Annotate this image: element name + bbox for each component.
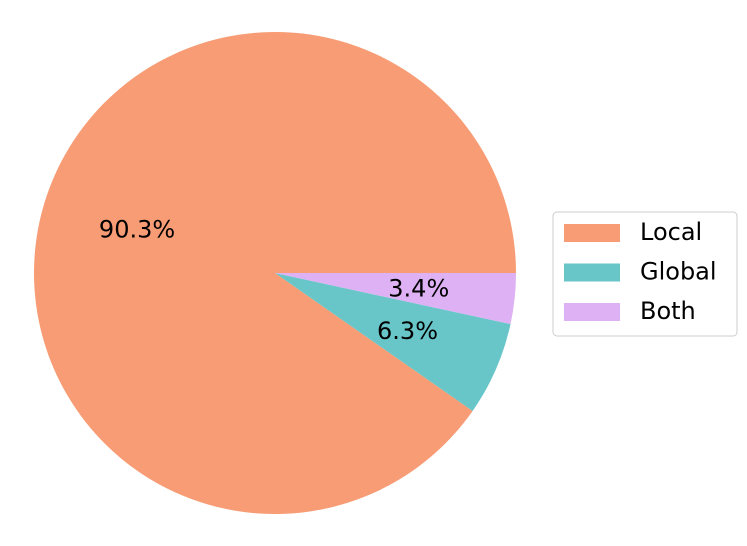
value-label: 90.3% — [99, 216, 175, 244]
legend-label: Both — [640, 297, 696, 325]
pie-wedge — [34, 32, 517, 515]
value-label: 6.3% — [377, 317, 438, 345]
legend-label: Global — [640, 258, 717, 286]
legend-label: Local — [640, 218, 702, 246]
legend-swatch — [564, 303, 620, 321]
pie-wedge — [275, 273, 511, 411]
pie-wedge — [275, 273, 516, 325]
legend-swatch — [564, 224, 620, 242]
value-label: 3.4% — [388, 274, 449, 302]
legend-swatch — [564, 263, 620, 282]
